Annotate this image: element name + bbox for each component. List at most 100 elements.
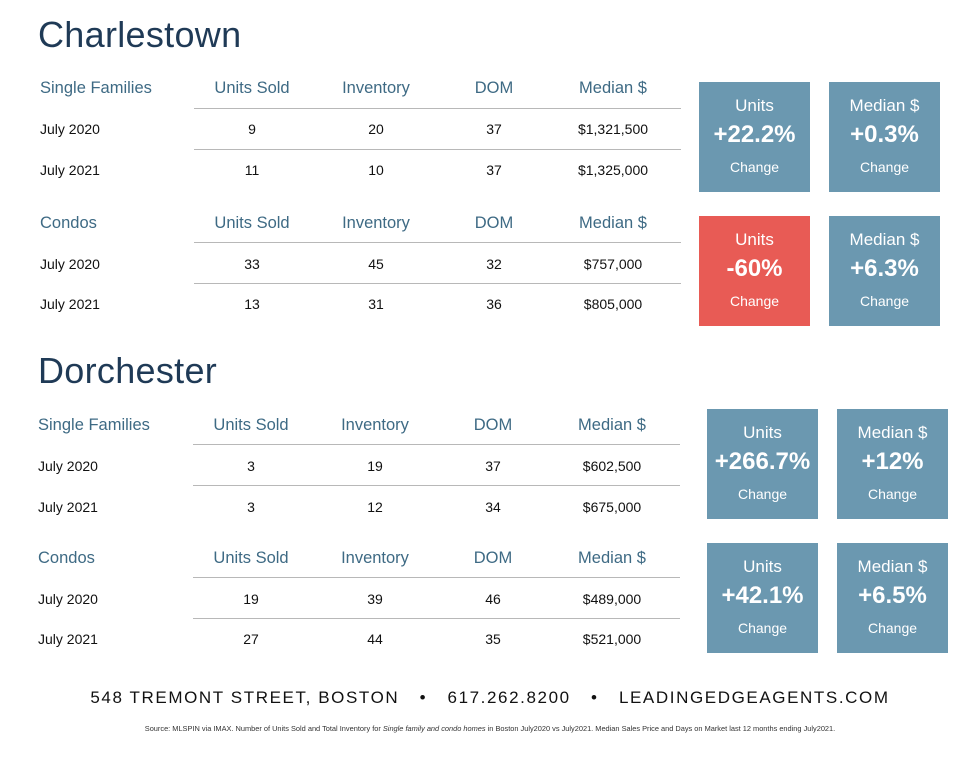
box-caption: Change — [737, 620, 788, 636]
table-cell: 19 — [243, 591, 259, 607]
row-label: July 2020 — [38, 591, 98, 607]
category-label: Single Families — [40, 79, 152, 97]
table-cell: 37 — [486, 121, 502, 137]
table-cell: $757,000 — [583, 256, 643, 272]
column-header: Units Sold — [213, 416, 289, 434]
table-cell: 20 — [368, 121, 384, 137]
change-box-units: Units +42.1% Change — [707, 543, 818, 653]
table-cell: $489,000 — [582, 591, 642, 607]
source-text: in Boston July2020 vs July2021. Median S… — [485, 724, 836, 733]
box-label: Median $ — [849, 96, 920, 115]
neighborhood-title: Dorchester — [38, 350, 218, 391]
column-header: DOM — [474, 214, 514, 232]
source-note: Source: MLSPIN via IMAX. Number of Units… — [0, 724, 980, 733]
change-box-units: Units -60% Change — [699, 216, 810, 326]
table-cell: 31 — [368, 296, 384, 312]
box-label: Median $ — [849, 230, 920, 249]
website: LEADINGEDGEAGENTS.COM — [618, 688, 890, 707]
change-box-units: Units +266.7% Change — [707, 409, 818, 519]
table-cell: 37 — [485, 458, 501, 474]
table-cell: 19 — [367, 458, 383, 474]
table-cell: $521,000 — [582, 631, 642, 647]
table-cell: 35 — [485, 631, 501, 647]
row-label: July 2020 — [40, 256, 100, 272]
phone-number: 617.262.8200 — [447, 688, 571, 707]
column-header: Median $ — [579, 214, 647, 232]
row-label: July 2021 — [40, 296, 100, 312]
row-divider — [194, 108, 681, 109]
column-header: Median $ — [579, 79, 647, 97]
separator: • — [591, 688, 599, 707]
column-header: DOM — [473, 416, 513, 434]
category-label: Condos — [38, 549, 95, 567]
change-box-median: Median $ +6.5% Change — [837, 543, 948, 653]
table-cell: 39 — [367, 591, 383, 607]
box-caption: Change — [729, 293, 780, 309]
box-label: Units — [735, 230, 774, 249]
row-divider — [194, 149, 681, 150]
box-label: Units — [743, 557, 782, 576]
box-label: Units — [743, 423, 782, 442]
address: 548 TREMONT STREET, BOSTON — [90, 688, 400, 707]
box-label: Median $ — [857, 557, 928, 576]
table-cell: 46 — [485, 591, 501, 607]
table-cell: 34 — [485, 499, 501, 515]
box-value: +42.1% — [721, 582, 804, 609]
table-cell: $1,325,000 — [577, 162, 649, 178]
column-header: Median $ — [578, 416, 646, 434]
table-cell: 27 — [243, 631, 259, 647]
table-cell: 36 — [486, 296, 502, 312]
box-caption: Change — [859, 159, 910, 175]
column-header: Median $ — [578, 549, 646, 567]
box-caption: Change — [737, 486, 788, 502]
table-cell: 44 — [367, 631, 383, 647]
column-header: DOM — [474, 79, 514, 97]
table-cell: 12 — [367, 499, 383, 515]
row-label: July 2021 — [40, 162, 100, 178]
column-header: DOM — [473, 549, 513, 567]
row-divider — [193, 577, 680, 578]
box-value: +266.7% — [714, 448, 811, 475]
table-cell: 10 — [368, 162, 384, 178]
neighborhood-title: Charlestown — [38, 14, 242, 55]
row-label: July 2021 — [38, 499, 98, 515]
box-caption: Change — [867, 486, 918, 502]
row-label: July 2021 — [38, 631, 98, 647]
column-header: Inventory — [342, 79, 410, 97]
table-cell: 3 — [247, 458, 255, 474]
column-header: Inventory — [342, 214, 410, 232]
table-cell: 37 — [486, 162, 502, 178]
category-label: Single Families — [38, 416, 150, 434]
row-divider — [194, 242, 681, 243]
source-text: Source: MLSPIN via IMAX. Number of Units… — [144, 724, 383, 733]
box-value: +0.3% — [850, 121, 919, 148]
column-header: Units Sold — [213, 549, 289, 567]
table-cell: $602,500 — [582, 458, 642, 474]
column-header: Units Sold — [214, 214, 290, 232]
row-label: July 2020 — [40, 121, 100, 137]
table-cell: 11 — [244, 162, 260, 178]
box-value: +12% — [861, 448, 924, 475]
row-divider — [193, 444, 680, 445]
table-cell: 33 — [244, 256, 260, 272]
box-value: +6.3% — [850, 255, 919, 282]
table-cell: 45 — [368, 256, 384, 272]
box-value: -60% — [726, 255, 783, 282]
box-caption: Change — [867, 620, 918, 636]
column-header: Inventory — [341, 549, 409, 567]
box-label: Units — [735, 96, 774, 115]
table-cell: $1,321,500 — [577, 121, 649, 137]
change-box-median: Median $ +0.3% Change — [829, 82, 940, 192]
column-header: Units Sold — [214, 79, 290, 97]
table-cell: 3 — [247, 499, 255, 515]
table-cell: $805,000 — [583, 296, 643, 312]
row-divider — [194, 283, 681, 284]
change-box-units: Units +22.2% Change — [699, 82, 810, 192]
category-label: Condos — [40, 214, 97, 232]
column-header: Inventory — [341, 416, 409, 434]
contact-footer: 548 TREMONT STREET, BOSTON • 617.262.820… — [0, 688, 980, 708]
box-value: +22.2% — [713, 121, 796, 148]
table-cell: 9 — [248, 121, 256, 137]
box-label: Median $ — [857, 423, 928, 442]
box-caption: Change — [729, 159, 780, 175]
